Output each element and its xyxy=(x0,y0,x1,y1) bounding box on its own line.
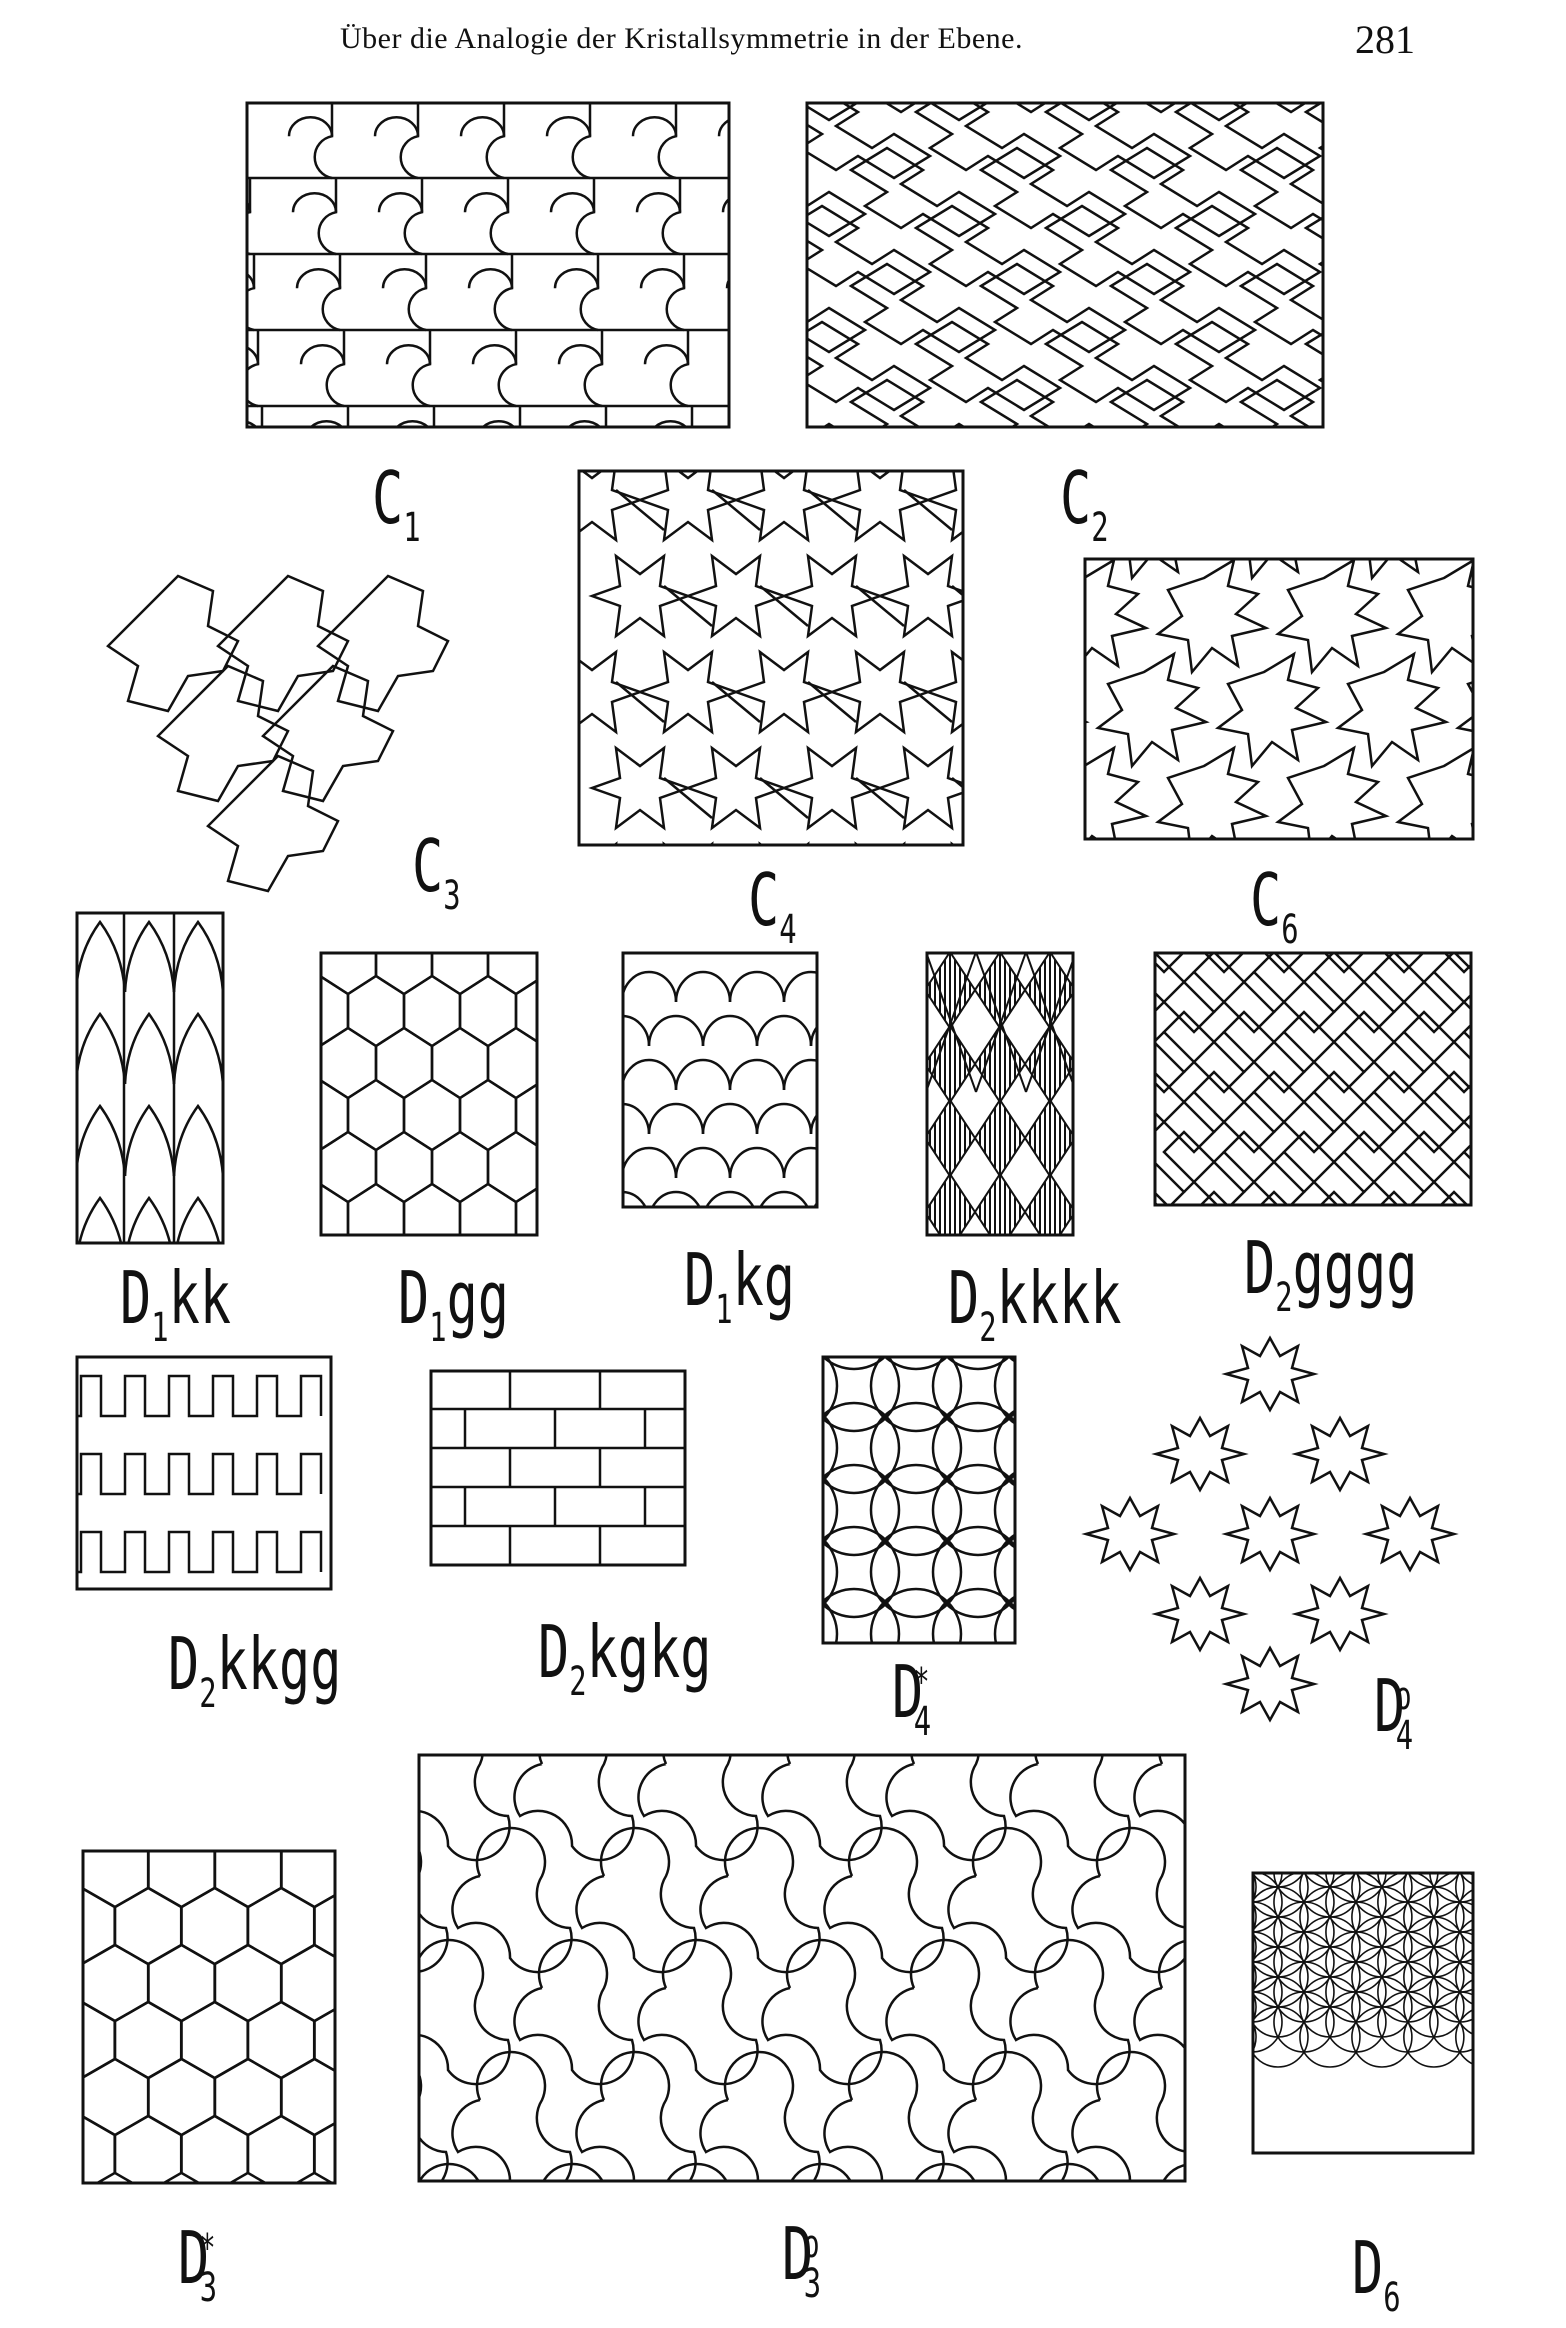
tiling-d3-circle xyxy=(417,1753,1187,2183)
tiling-d1kk xyxy=(75,911,225,1245)
label-c4: C4 xyxy=(748,858,797,953)
label-d6: D6 xyxy=(1352,2226,1401,2321)
tiling-d6 xyxy=(1251,1871,1475,2155)
tiling-d2gggg-drawing xyxy=(1153,951,1473,1207)
label-d2kkkk: D2kkkk xyxy=(948,1256,1122,1351)
tiling-c3-drawing xyxy=(106,574,450,893)
tiling-d2kgkg-drawing xyxy=(429,1369,687,1567)
tiling-d4-star xyxy=(821,1355,1017,1645)
tiling-d1kg xyxy=(621,951,819,1209)
tiling-d1gg xyxy=(319,951,539,1237)
tiling-d2kkkk-drawing xyxy=(925,951,1075,1237)
tiling-c4 xyxy=(577,469,965,847)
tiling-d2gggg xyxy=(1153,951,1473,1207)
label-d2kgkg: D2kgkg xyxy=(538,1610,712,1705)
tiling-c6-drawing xyxy=(1083,557,1475,841)
label-d4-star: D*4 xyxy=(892,1650,932,1745)
label-c1: C1 xyxy=(372,456,421,551)
tiling-c1-drawing xyxy=(245,101,731,429)
tiling-d3-circle-drawing xyxy=(417,1753,1187,2183)
tiling-d2kkgg xyxy=(75,1355,333,1591)
tiling-d2kgkg xyxy=(429,1369,687,1567)
tiling-d2kkgg-drawing xyxy=(75,1355,333,1591)
label-d1kk: D1kk xyxy=(120,1256,231,1351)
tiling-c2-drawing xyxy=(805,101,1325,429)
label-c3: C3 xyxy=(412,824,461,919)
label-d3-star: D*3 xyxy=(178,2216,218,2311)
tiling-c4-drawing xyxy=(577,469,965,847)
tiling-d1kk-drawing xyxy=(75,911,225,1245)
tiling-c2 xyxy=(805,101,1325,429)
label-c2: C2 xyxy=(1060,456,1109,551)
tiling-d4-star-drawing xyxy=(821,1355,1017,1645)
tiling-d2kkkk xyxy=(925,951,1075,1237)
label-d1gg: D1gg xyxy=(398,1256,509,1351)
page-header: Über die Analogie der Kristallsymmetrie … xyxy=(0,14,1566,64)
tiling-d4-circle-drawing xyxy=(1081,1335,1459,1723)
tiling-d3-star-drawing xyxy=(81,1849,337,2185)
tiling-c1 xyxy=(245,101,731,429)
label-d2kkgg: D2kkgg xyxy=(168,1622,342,1717)
label-d3-circle: Do3 xyxy=(782,2212,822,2307)
page-number: 281 xyxy=(1355,17,1415,62)
tiling-c3 xyxy=(88,556,468,896)
running-title: Über die Analogie der Kristallsymmetrie … xyxy=(340,22,1023,55)
label-d4-circle: Do4 xyxy=(1374,1664,1414,1759)
label-d2gggg: D2gggg xyxy=(1244,1226,1418,1321)
tiling-d4-circle xyxy=(1080,1332,1466,1723)
label-d1kg: D1kg xyxy=(684,1238,795,1333)
tiling-d6-drawing xyxy=(1251,1871,1475,2155)
tiling-d1kg-drawing xyxy=(621,951,819,1209)
tiling-d1gg-drawing xyxy=(319,951,539,1237)
tiling-d3-star xyxy=(81,1849,337,2185)
tiling-c6 xyxy=(1083,557,1475,841)
label-c6: C6 xyxy=(1250,858,1299,953)
